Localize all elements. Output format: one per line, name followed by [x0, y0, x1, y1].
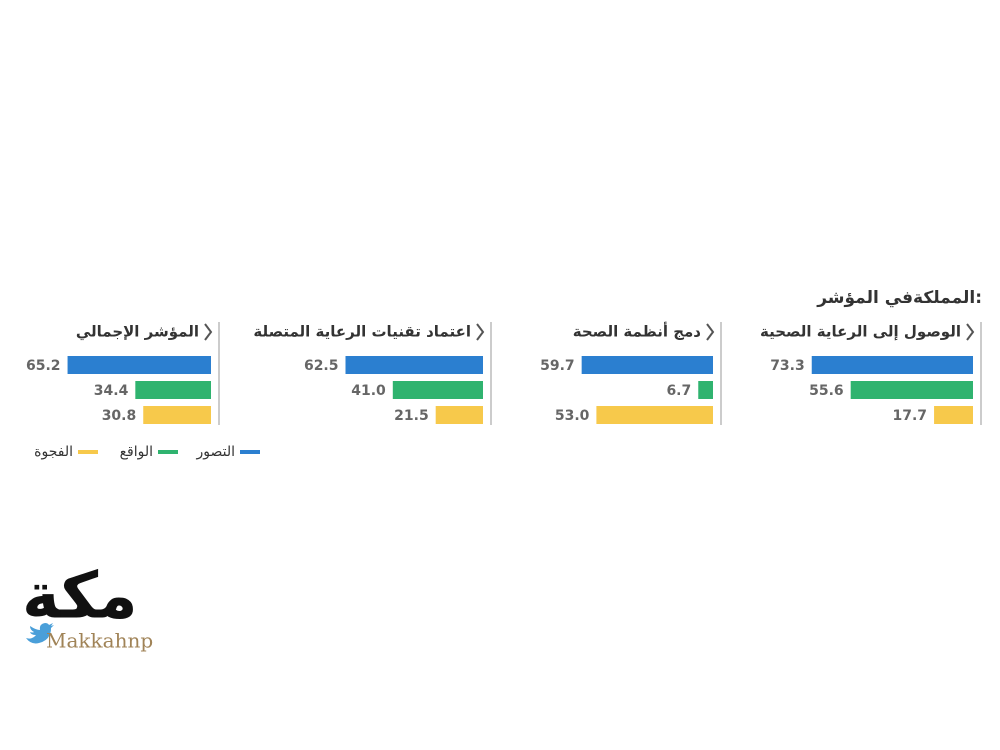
legend-label: التصور [195, 444, 235, 460]
bar [850, 381, 973, 399]
chevron [476, 323, 485, 341]
panel-title: دمج أنظمة الصحة [573, 322, 702, 341]
legend-label: الفجوة [34, 444, 73, 460]
bar [345, 356, 483, 374]
chevron [706, 323, 715, 341]
value-label: 17.7 [893, 408, 928, 424]
bar [135, 381, 211, 399]
value-label: 21.5 [394, 408, 429, 424]
logo-handle: Makkahnp [46, 629, 153, 653]
value-label: 73.3 [770, 358, 805, 374]
bar [581, 356, 713, 374]
value-label: 62.5 [304, 358, 339, 374]
value-label: 53.0 [555, 408, 590, 424]
value-label: 6.7 [666, 383, 691, 399]
value-label: 59.7 [540, 358, 575, 374]
value-label: 41.0 [351, 383, 386, 399]
value-label: 55.6 [809, 383, 844, 399]
bar [392, 381, 483, 399]
bar [596, 406, 713, 424]
bar [698, 381, 713, 399]
value-label: 65.2 [26, 358, 61, 374]
twitter-icon [26, 623, 54, 644]
bar [435, 406, 483, 424]
logo-text: مكة [22, 560, 138, 634]
bar [934, 406, 973, 424]
bar [67, 356, 211, 374]
bar [143, 406, 211, 424]
bar [811, 356, 973, 374]
chevron [966, 323, 975, 341]
panel-title: الوصول إلى الرعاية الصحية [760, 323, 961, 341]
panel-title: المؤشر الإجمالي [76, 323, 199, 341]
panel-title: اعتماد تقنيات الرعاية المتصلة [253, 323, 471, 341]
value-label: 34.4 [94, 383, 129, 399]
chart-title: المملكةفي المؤشر: [816, 288, 982, 308]
chevron [204, 323, 213, 341]
value-label: 30.8 [102, 408, 137, 424]
legend-label: الواقع [120, 444, 153, 460]
